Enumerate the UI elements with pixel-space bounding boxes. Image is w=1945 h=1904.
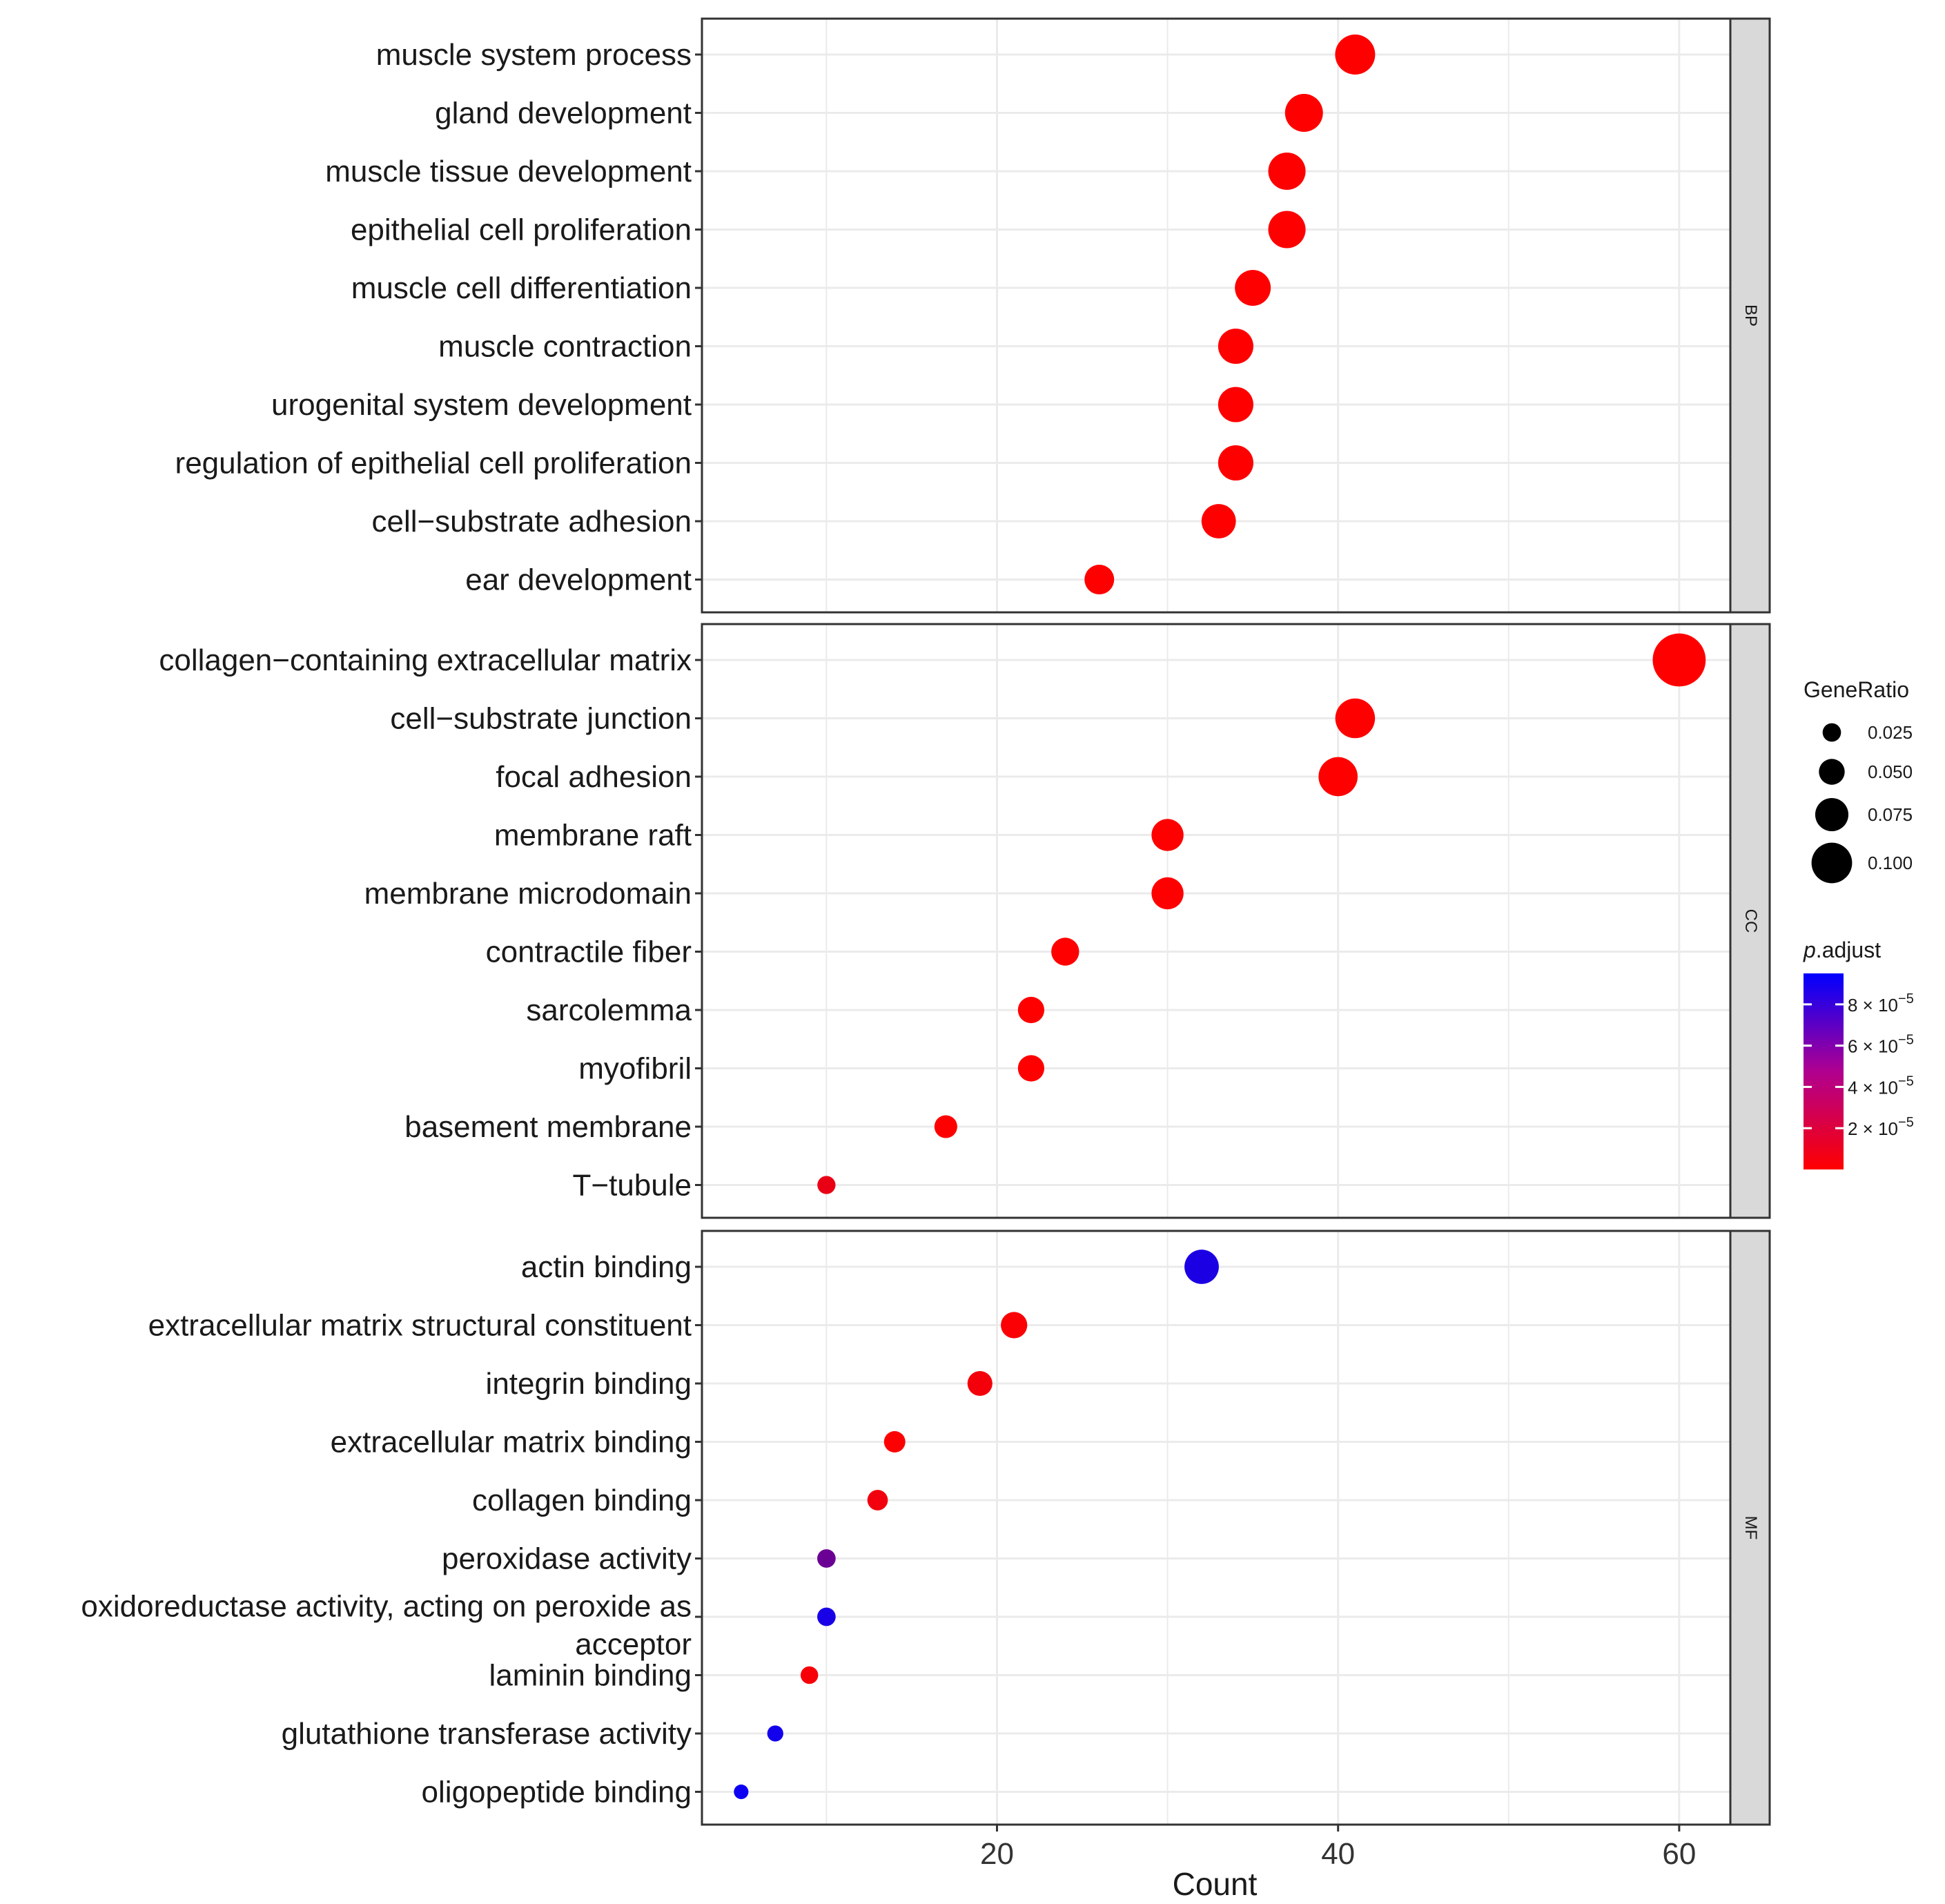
category-label: peroxidase activity [442, 1542, 692, 1576]
dot-collagen-binding [867, 1490, 888, 1510]
legend-color-label: 6 × 10−5 [1848, 1033, 1914, 1057]
dot-membrane-microdomain [1151, 877, 1184, 910]
dot-glutathione-transferase-activity [767, 1725, 783, 1742]
panel-mf: MF actin binding extracellular matrix stru… [81, 1230, 1771, 1826]
legend-color-title: p.adjust [1803, 938, 1881, 962]
panel-bp: BP muscle system process gland development… [175, 17, 1771, 614]
dot-muscle-contraction [1218, 328, 1253, 365]
category-label: gland development [435, 97, 692, 130]
facet-strip-label: CC [1741, 909, 1760, 933]
dot-extracellular-matrix-binding [883, 1431, 906, 1453]
category-label: epithelial cell proliferation [351, 213, 692, 247]
dot-collagen-containing-extracellular-matrix [1652, 633, 1706, 687]
dot-t-tubule [817, 1176, 836, 1194]
legend-size-label: 0.075 [1868, 804, 1913, 825]
dot-membrane-raft [1151, 819, 1184, 851]
category-label: laminin binding [489, 1659, 692, 1693]
category-label: membrane microdomain [364, 877, 692, 911]
legend-size-key [1815, 797, 1849, 832]
category-label: ear development [465, 563, 692, 597]
category-label: sarcolemma [526, 993, 692, 1027]
dot-extracellular-matrix-structural-constituent [1001, 1312, 1028, 1339]
legend-size-key [1819, 759, 1845, 785]
category-label: membrane raft [494, 819, 692, 853]
legend-size-title: GeneRatio [1804, 677, 1909, 702]
category-label: regulation of epithelial cell proliferat… [175, 447, 692, 480]
category-label: collagen−containing extracellular matrix [159, 643, 692, 677]
dot-regulation-of-epithelial-cell-proliferation [1218, 445, 1253, 481]
legend-color-label: 8 × 10−5 [1848, 991, 1914, 1016]
panel-border [701, 623, 1732, 1219]
dot-ear-development [1084, 565, 1115, 594]
dot-actin-binding [1184, 1250, 1219, 1284]
category-label: muscle contraction [438, 330, 692, 364]
panel-cc: CC collagen−containing extracellular matr… [159, 623, 1771, 1219]
category-label: focal adhesion [496, 760, 692, 794]
dot-myofibril [1017, 1055, 1045, 1082]
category-label: extracellular matrix structural constitu… [148, 1309, 692, 1343]
dot-laminin-binding [800, 1666, 819, 1684]
category-label: collagen binding [472, 1484, 692, 1517]
category-label: muscle tissue development [325, 155, 692, 188]
x-tick-label: 60 [1662, 1837, 1696, 1871]
legend-color-label: 2 × 10−5 [1848, 1115, 1914, 1139]
category-label: contractile fiber [486, 935, 692, 969]
panel-border [701, 1230, 1732, 1826]
legend-size-label: 0.025 [1868, 722, 1913, 743]
facet-strip-label: MF [1741, 1516, 1760, 1540]
dot-oligopeptide-binding [734, 1784, 749, 1800]
facet-panels: BP muscle system process gland development… [81, 17, 1771, 1826]
category-label: integrin binding [486, 1367, 692, 1401]
dot-integrin-binding [967, 1370, 993, 1397]
dot-cell-substrate-adhesion [1201, 504, 1236, 538]
legend-color-bar [1804, 973, 1844, 1169]
dot-peroxidase-activity [817, 1549, 836, 1568]
category-label: T−tubule [573, 1169, 692, 1203]
dot-basement-membrane [934, 1115, 957, 1138]
facet-strip [1729, 623, 1771, 1219]
legend-size-label: 0.100 [1868, 853, 1913, 873]
x-axis-title: Count [1173, 1866, 1258, 1902]
category-label: muscle cell differentiation [351, 271, 692, 305]
dot-muscle-tissue-development [1268, 152, 1306, 191]
facet-strip-label: BP [1741, 304, 1760, 327]
category-label: actin binding [521, 1250, 692, 1284]
facet-strip [1729, 1230, 1771, 1826]
dot-epithelial-cell-proliferation [1268, 211, 1306, 249]
legend-size-label: 0.050 [1868, 761, 1913, 782]
dot-urogenital-system-development [1218, 387, 1253, 422]
legend-color-label: 4 × 10−5 [1848, 1074, 1914, 1098]
legend-size-key [1822, 723, 1841, 742]
category-label: myofibril [578, 1052, 692, 1086]
legend-size-key [1811, 842, 1853, 884]
dot-sarcolemma [1017, 996, 1045, 1024]
dot-gland-development [1284, 94, 1323, 132]
dot-cell-substrate-junction [1335, 698, 1376, 739]
facet-strip [1729, 17, 1771, 614]
dot-muscle-system-process [1335, 35, 1376, 75]
x-tick-label: 20 [980, 1837, 1014, 1871]
dot-oxidoreductase-activity-acting-on-peroxide-as-acceptor [817, 1607, 836, 1626]
category-label: basement membrane [404, 1110, 692, 1144]
x-axis: Count 20 40 60 [980, 1825, 1696, 1902]
category-label: oligopeptide binding [422, 1776, 692, 1809]
x-tick-label: 40 [1321, 1837, 1355, 1871]
dot-focal-adhesion [1318, 757, 1358, 797]
category-label: glutathione transferase activity [282, 1717, 692, 1751]
category-label: urogenital system development [271, 388, 692, 422]
dot-contractile-fiber [1051, 938, 1079, 966]
legend: GeneRatio 0.025 0.050 0.075 0.100 p.adjust 8 ×… [1803, 677, 1914, 1169]
category-label: cell−substrate adhesion [371, 505, 692, 538]
category-label: extracellular matrix binding [331, 1426, 692, 1459]
category-label: oxidoreductase activity, acting on perox… [81, 1590, 692, 1662]
dot-muscle-cell-differentiation [1235, 270, 1271, 306]
category-label: muscle system process [376, 38, 692, 72]
category-label: cell−substrate junction [390, 702, 692, 736]
